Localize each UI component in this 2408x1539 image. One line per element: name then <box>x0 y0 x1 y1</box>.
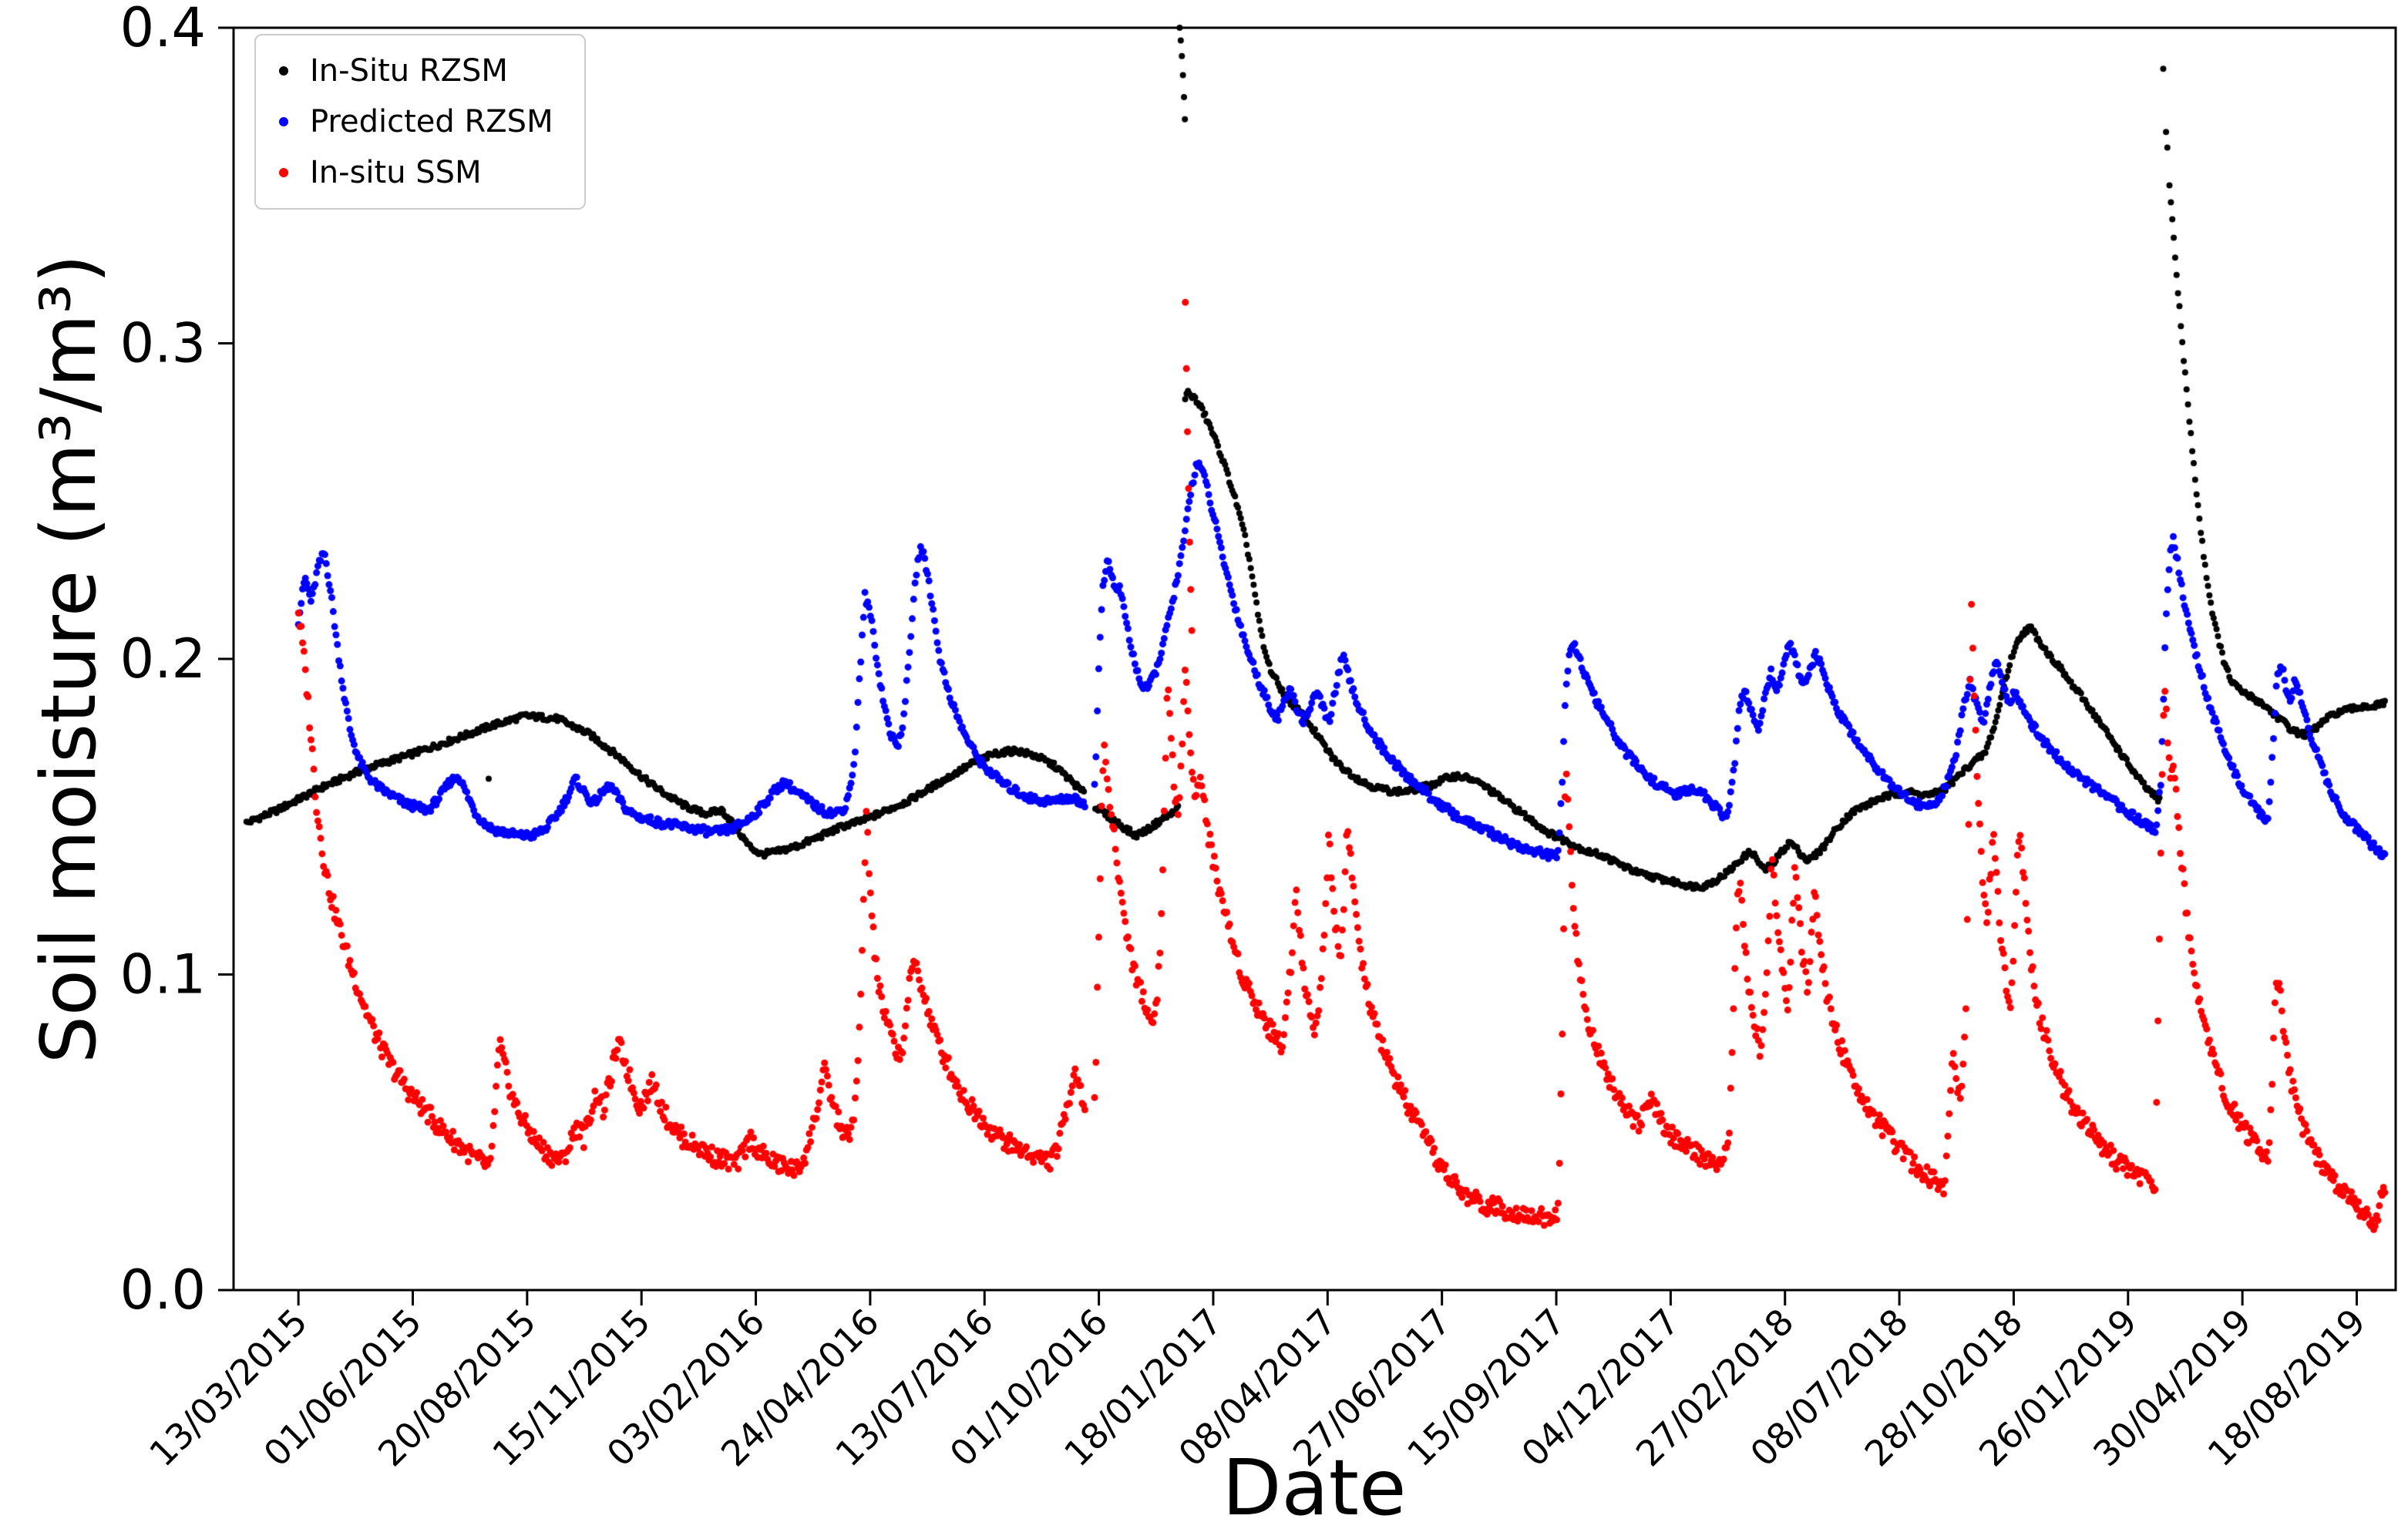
y-axis-title: Soil moisture (m³/m³) <box>25 254 113 1064</box>
legend-label-in-situ-rzsm: In-Situ RZSM <box>310 53 508 89</box>
y-tick-label: 0.4 <box>120 0 206 59</box>
legend-item: Predicted RZSM <box>279 105 553 139</box>
legend-label-predicted-rzsm: Predicted RZSM <box>310 104 553 139</box>
legend-item: In-situ SSM <box>279 156 553 190</box>
y-tick-label: 0.2 <box>120 627 206 691</box>
legend-marker-predicted-rzsm-icon <box>279 117 288 126</box>
plot-frame <box>232 26 2397 1292</box>
y-tick-label: 0.3 <box>120 312 206 375</box>
y-tick-label: 0.0 <box>120 1258 206 1322</box>
legend: In-Situ RZSM Predicted RZSM In-situ SSM <box>254 34 586 210</box>
legend-item: In-Situ RZSM <box>279 54 553 88</box>
x-axis-title: Date <box>1222 1443 1407 1533</box>
legend-marker-in-situ-rzsm-icon <box>279 66 288 76</box>
legend-label-in-situ-ssm: In-situ SSM <box>310 155 482 190</box>
legend-marker-in-situ-ssm-icon <box>279 168 288 177</box>
y-tick-label: 0.1 <box>120 943 206 1006</box>
